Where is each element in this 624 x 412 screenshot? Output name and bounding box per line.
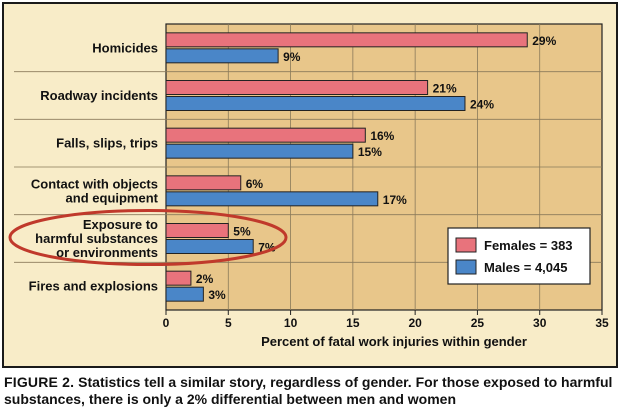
bar-females xyxy=(165,175,242,191)
highlight-ellipse xyxy=(8,209,288,266)
bar-females xyxy=(165,80,429,95)
figure-label: FIGURE 2. xyxy=(4,374,75,390)
legend-box xyxy=(447,227,591,285)
value-label-males: 9% xyxy=(283,50,301,64)
legend-swatch-males xyxy=(455,259,477,275)
bar-females xyxy=(165,270,192,286)
value-label-females: 16% xyxy=(370,129,394,143)
value-label-males: 24% xyxy=(470,98,494,112)
x-tick-label: 35 xyxy=(595,316,609,330)
category-label: Falls, slips, trips xyxy=(56,136,158,151)
bar-chart: 0 5 10 15 20 25 30 35 29% 9% Homicides 21% 24% Roadwa… xyxy=(8,23,609,349)
category-label: Fires and explosions xyxy=(29,279,158,294)
legend-swatch-females xyxy=(455,237,477,253)
bar-females xyxy=(165,127,366,143)
bar-males xyxy=(165,239,254,254)
value-label-males: 15% xyxy=(358,145,382,159)
bar-males xyxy=(165,48,279,64)
x-tick-label: 5 xyxy=(225,316,232,330)
bar-females xyxy=(165,32,528,48)
bar-females xyxy=(165,223,229,238)
category-label: Homicides xyxy=(92,40,158,55)
category-label: Contact with objects xyxy=(31,176,158,191)
value-label-females: 21% xyxy=(433,82,457,96)
value-label-females: 5% xyxy=(233,225,251,239)
x-tick-label: 30 xyxy=(533,316,547,330)
value-label-females: 6% xyxy=(246,177,264,191)
bar-males xyxy=(165,143,354,159)
bar-males xyxy=(165,191,379,207)
value-label-males: 17% xyxy=(383,193,407,207)
x-tick-label: 25 xyxy=(471,316,485,330)
bar-males xyxy=(165,286,204,302)
value-label-males: 3% xyxy=(208,288,226,302)
x-tick-label: 10 xyxy=(284,316,298,330)
figure-caption: FIGURE 2. Statistics tell a similar stor… xyxy=(4,374,620,408)
value-label-females: 2% xyxy=(196,272,214,286)
legend-label-males: Males = 4,045 xyxy=(484,260,567,275)
x-tick-label: 20 xyxy=(408,316,422,330)
caption-text: Statistics tell a similar story, regardl… xyxy=(4,374,613,407)
category-label: Roadway incidents xyxy=(40,88,158,103)
category-label: Exposure to xyxy=(83,217,158,232)
legend-label-females: Females = 383 xyxy=(484,238,573,253)
category-label: or environments xyxy=(56,245,158,260)
bar-males xyxy=(165,96,466,111)
category-label: and equipment xyxy=(66,190,159,205)
x-axis-title: Percent of fatal work injuries within ge… xyxy=(261,334,527,349)
x-tick-label: 0 xyxy=(163,316,170,330)
x-tick-label: 15 xyxy=(346,316,360,330)
category-label: harmful substances xyxy=(35,231,158,246)
value-label-females: 29% xyxy=(532,34,556,48)
